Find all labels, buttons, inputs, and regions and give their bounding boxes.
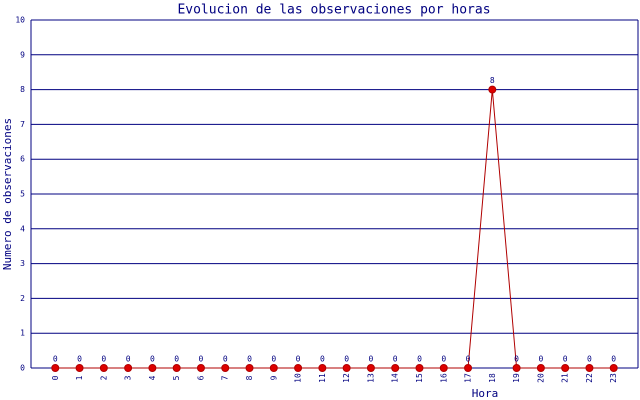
data-label: 0 [53, 355, 58, 364]
x-tick-label: 3 [124, 375, 133, 380]
x-tick-label: 4 [148, 375, 157, 380]
data-label: 0 [466, 355, 471, 364]
x-tick-label: 22 [585, 373, 594, 383]
x-tick-label: 19 [512, 373, 521, 383]
y-tick-label: 6 [20, 155, 25, 164]
y-tick-label: 7 [20, 120, 25, 129]
x-tick-label: 7 [221, 375, 230, 380]
point [124, 364, 133, 372]
point [269, 364, 278, 372]
point [609, 364, 618, 372]
data-label: 0 [199, 355, 204, 364]
y-tick-label: 5 [20, 190, 25, 199]
y-tick-label: 4 [20, 224, 25, 233]
data-label: 0 [77, 355, 82, 364]
x-axis-label: Hora [472, 387, 499, 400]
data-label: 0 [611, 355, 616, 364]
data-label: 0 [514, 355, 519, 364]
y-axis-label: Numero de observaciones [1, 118, 14, 270]
data-label: 0 [320, 355, 325, 364]
data-label: 0 [150, 355, 155, 364]
point [366, 364, 375, 372]
point [342, 364, 351, 372]
x-tick-label: 21 [561, 373, 570, 383]
point [391, 364, 400, 372]
point [585, 364, 594, 372]
y-tick-label: 1 [20, 329, 25, 338]
x-tick-label: 15 [415, 373, 424, 383]
x-tick-label: 9 [269, 375, 278, 380]
x-tick-label: 12 [342, 373, 351, 383]
data-label: 0 [417, 355, 422, 364]
point [439, 364, 448, 372]
x-tick-label: 23 [609, 373, 618, 383]
x-tick-label: 13 [366, 373, 375, 383]
point [75, 364, 84, 372]
point [172, 364, 181, 372]
data-label: 0 [563, 355, 568, 364]
point [512, 364, 521, 372]
x-tick-label: 0 [51, 375, 60, 380]
point [464, 364, 473, 372]
y-tick-label: 2 [20, 294, 25, 303]
x-tick-label: 6 [196, 375, 205, 380]
point [51, 364, 60, 372]
point [245, 364, 254, 372]
x-tick-label: 14 [391, 373, 400, 383]
data-label: 0 [587, 355, 592, 364]
line [55, 89, 614, 369]
data-label: 0 [247, 355, 252, 364]
x-tick-label: 20 [536, 373, 545, 383]
x-tick-label: 17 [464, 373, 473, 383]
point [221, 364, 230, 372]
x-tick-label: 18 [488, 373, 497, 383]
x-tick-label: 16 [439, 373, 448, 383]
x-tick-label: 5 [172, 375, 181, 380]
point [415, 364, 424, 372]
data-label: 8 [490, 76, 495, 85]
y-tick-label: 3 [20, 259, 25, 268]
data-label: 0 [369, 355, 374, 364]
point [561, 364, 570, 372]
x-tick-label: 1 [75, 375, 84, 380]
point [318, 364, 327, 372]
x-tick-label: 8 [245, 375, 254, 380]
point [294, 364, 303, 372]
data-label: 0 [344, 355, 349, 364]
y-tick-label: 0 [20, 364, 25, 373]
point [148, 364, 157, 372]
data-label: 0 [538, 355, 543, 364]
data-label: 0 [441, 355, 446, 364]
y-tick-label: 9 [20, 50, 25, 59]
data-label: 0 [174, 355, 179, 364]
data-label: 0 [101, 355, 106, 364]
x-tick-label: 11 [318, 373, 327, 383]
y-tick-label: 8 [20, 85, 25, 94]
data-label: 0 [271, 355, 276, 364]
point [196, 364, 205, 372]
data-label: 0 [393, 355, 398, 364]
chart-title: Evolucion de las observaciones por horas [177, 3, 490, 18]
y-tick-label: 10 [15, 16, 25, 25]
data-label: 0 [126, 355, 131, 364]
data-label: 0 [223, 355, 228, 364]
x-tick-label: 10 [294, 373, 303, 383]
point [536, 364, 545, 372]
point [99, 364, 108, 372]
point [488, 85, 497, 94]
data-label: 0 [296, 355, 301, 364]
x-tick-label: 2 [99, 375, 108, 380]
